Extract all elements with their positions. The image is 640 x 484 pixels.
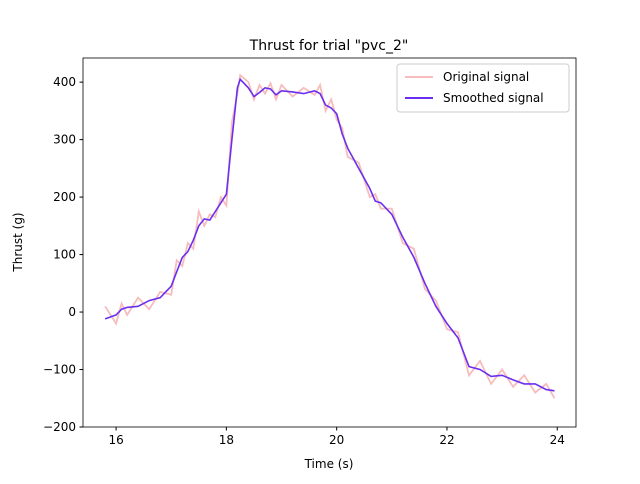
legend-box [396,63,570,113]
plot-frame [82,57,577,428]
series-line [104,77,555,392]
y-axis-label: Thrust (g) [11,212,25,272]
x-tick-label: 20 [329,433,344,447]
x-axis-label: Time (s) [304,457,354,471]
y-tick-label: −200 [43,420,76,434]
legend-label: Original signal [443,70,529,84]
y-tick-label: −100 [43,363,76,377]
x-tick-label: 16 [108,433,123,447]
x-tick-label: 22 [439,433,454,447]
y-tick-label: 100 [53,248,76,262]
y-tick-label: 0 [68,305,76,319]
x-tick-label: 18 [219,433,234,447]
series-line [104,73,556,399]
chart-title: Thrust for trial "pvc_2" [249,38,409,54]
y-tick-label: 200 [53,190,76,204]
legend-label: Smoothed signal [443,91,544,105]
y-tick-label: 400 [53,75,76,89]
y-tick-label: 300 [53,133,76,147]
x-tick-label: 24 [550,433,565,447]
